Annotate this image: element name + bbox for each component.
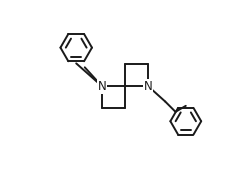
Text: N: N (144, 80, 152, 93)
Text: N: N (98, 80, 106, 93)
